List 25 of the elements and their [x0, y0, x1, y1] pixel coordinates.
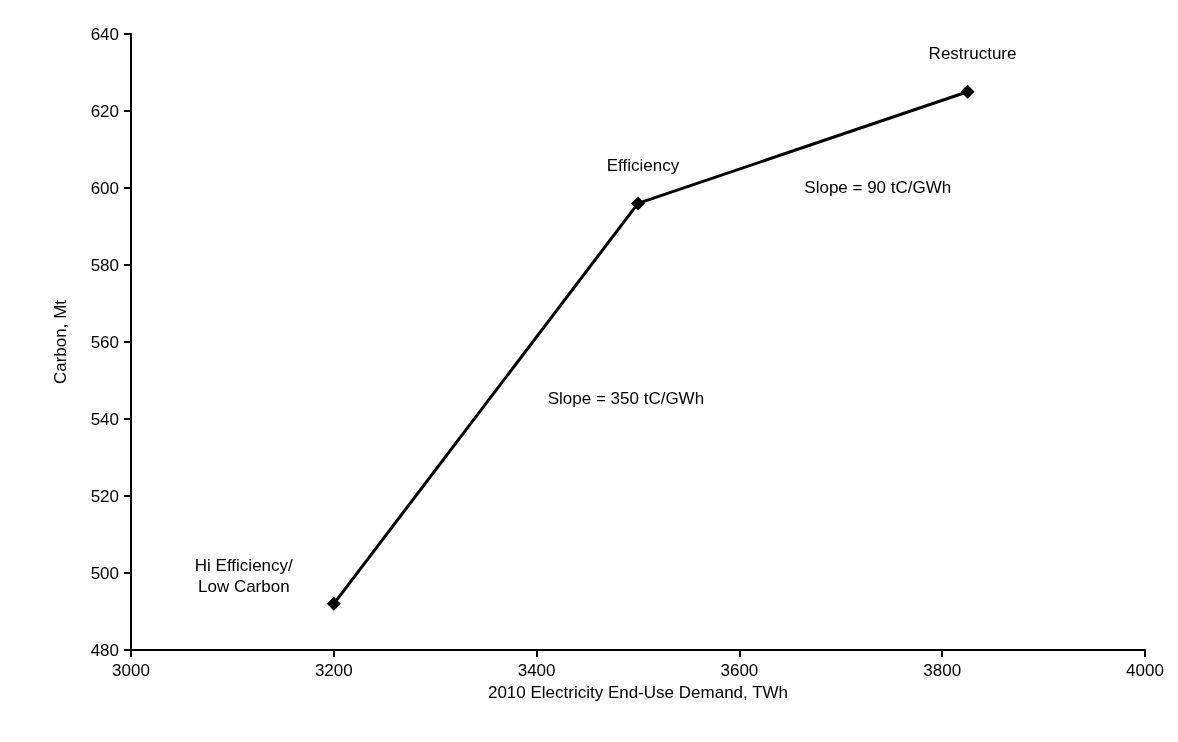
point	[326, 596, 341, 611]
point	[631, 196, 645, 211]
y-tick-label: 540	[90, 409, 119, 429]
x-axis-title: 2010 Electricity End-Use Demand, TWh	[487, 683, 789, 702]
annotation: Restructure	[928, 44, 1017, 64]
x-tick-label: 3200	[314, 661, 353, 680]
annotation: Efficiency	[606, 155, 680, 175]
annotation: Slope = 90 tC/GWh	[804, 178, 952, 198]
x-tick-label: 3000	[112, 661, 150, 680]
x-tick-label: 3600	[720, 661, 759, 680]
y-tick-label: 640	[90, 24, 119, 44]
annotation: Hi Efficiency/ Low Carbon	[194, 555, 294, 596]
y-tick-label: 520	[90, 486, 119, 506]
y-tick-label: 500	[90, 563, 119, 583]
y-tick-label: 600	[90, 178, 119, 198]
y-tick-label: 580	[90, 255, 119, 275]
x-tick-label: 3400	[517, 661, 556, 680]
y-tick-label: 620	[90, 101, 119, 121]
x-tick-label: 4000	[1126, 661, 1164, 680]
y-tick-label: 480	[90, 640, 119, 660]
y-tick-label: 560	[90, 332, 119, 352]
y-axis-title: Carbon, Mt	[51, 299, 70, 385]
x-tick-label: 3800	[923, 661, 962, 680]
point	[960, 84, 975, 99]
annotation: Slope = 350 tC/GWh	[547, 389, 705, 409]
